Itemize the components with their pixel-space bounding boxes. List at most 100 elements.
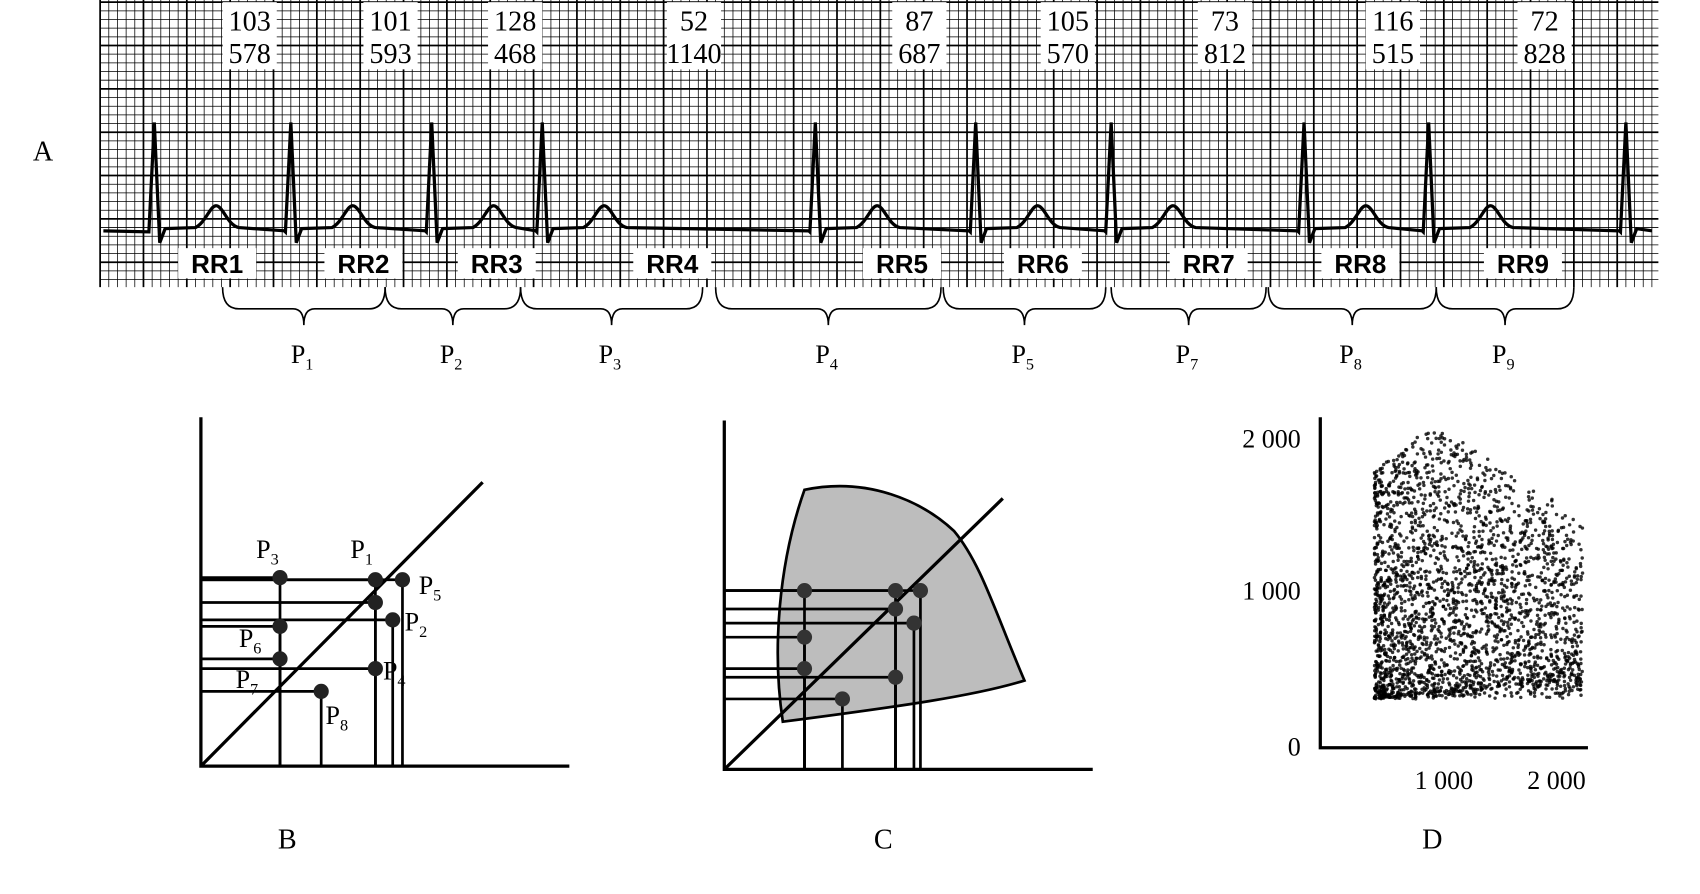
scatter-dot (1488, 613, 1493, 617)
scatter-dot (1464, 677, 1469, 681)
scatter-dot (1533, 528, 1538, 532)
scatter-dot (1533, 646, 1537, 650)
scatter-dot (1408, 585, 1412, 589)
scatter-dot (1532, 694, 1537, 698)
scatter-dot (1418, 520, 1422, 524)
scatter-dot (1377, 654, 1381, 659)
point-label: P6 (239, 624, 262, 658)
scatter-dot (1430, 605, 1434, 610)
scatter-dot (1543, 632, 1548, 637)
scatter-dot (1387, 659, 1392, 663)
scatter-dot (1378, 478, 1382, 482)
scatter-dot (1391, 479, 1396, 483)
scatter-dot (1503, 471, 1507, 475)
scatter-dot (1564, 576, 1569, 580)
scatter-dot (1563, 513, 1567, 518)
scatter-dot (1396, 465, 1401, 469)
scatter-dot (1494, 599, 1499, 604)
scatter-dot (1574, 649, 1578, 653)
scatter-dot (1579, 626, 1583, 630)
scatter-dot (1577, 667, 1582, 672)
scatter-dot (1403, 487, 1407, 491)
scatter-dot (1447, 459, 1451, 464)
scatter-dot (1555, 588, 1560, 593)
scatter-dot (1484, 647, 1488, 651)
scatter-dot (1409, 556, 1413, 561)
scatter-dot (1464, 599, 1469, 603)
scatter-dot (1509, 622, 1513, 627)
scatter-dot (1482, 611, 1486, 616)
scatter-dot (1423, 493, 1427, 498)
scatter-dot (1452, 570, 1456, 574)
scatter-dot (1550, 533, 1555, 538)
scatter-dot (1551, 555, 1555, 560)
scatter-dot (1433, 673, 1438, 678)
scatter-dot (1574, 567, 1578, 571)
scatter-dot (1397, 546, 1402, 550)
point (796, 582, 813, 599)
scatter-dot (1457, 689, 1462, 694)
scatter-dot (1549, 663, 1554, 667)
scatter-dot (1579, 547, 1583, 552)
scatter-dot (1413, 662, 1418, 666)
scatter-dot (1558, 684, 1563, 689)
scatter-dot (1394, 659, 1398, 664)
point (272, 651, 288, 667)
scatter-dot (1374, 474, 1378, 479)
scatter-dot (1415, 673, 1419, 678)
scatter-dot (1373, 611, 1378, 615)
scatter-dot (1492, 543, 1496, 548)
scatter-dot (1386, 564, 1390, 569)
scatter-dot (1500, 613, 1504, 617)
scatter-dot (1499, 604, 1503, 609)
scatter-dot (1513, 616, 1517, 620)
scatter-dot (1486, 565, 1490, 570)
scatter-dot (1520, 684, 1525, 689)
scatter-dot (1535, 607, 1540, 612)
scatter-dot (1544, 635, 1548, 639)
scatter-dot (1445, 495, 1449, 500)
scatter-dot (1461, 534, 1465, 538)
scatter-dot (1457, 618, 1461, 623)
rr-interval: 812 (1204, 39, 1246, 70)
scatter-dot (1523, 544, 1527, 549)
scatter-dot (1425, 436, 1430, 441)
scatter-dot (1377, 517, 1382, 522)
scatter-dot (1385, 506, 1390, 511)
scatter-dot (1527, 659, 1531, 664)
scatter-dot (1385, 694, 1390, 698)
scatter-dot (1570, 640, 1574, 645)
scatter-dot (1467, 583, 1471, 587)
x-tick-label: 2 000 (1527, 766, 1586, 795)
scatter-dot (1526, 591, 1531, 596)
scatter-dot (1500, 588, 1505, 592)
scatter-dot (1436, 673, 1440, 678)
scatter-dot (1555, 654, 1559, 659)
scatter-dot (1445, 581, 1450, 586)
scatter-dot (1538, 575, 1542, 579)
scatter-dot (1486, 670, 1491, 674)
scatter-dot (1470, 556, 1474, 560)
scatter-dot (1504, 687, 1508, 691)
scatter-dot (1500, 577, 1504, 582)
scatter-dot (1558, 670, 1562, 675)
scatter-dot (1445, 663, 1449, 667)
scatter-dot (1418, 691, 1422, 695)
scatter-dot (1517, 668, 1521, 672)
scatter-dot (1401, 680, 1406, 684)
scatter-dot (1510, 615, 1515, 620)
scatter-dot (1500, 673, 1505, 678)
scatter-dot (1428, 452, 1433, 456)
scatter-dot (1456, 531, 1460, 535)
scatter-dot (1383, 628, 1387, 632)
scatter-dot (1549, 674, 1553, 679)
scatter-dot (1373, 559, 1378, 564)
scatter-dot (1543, 613, 1547, 618)
scatter-dot (1379, 599, 1383, 604)
scatter-dot (1539, 642, 1543, 647)
point (367, 661, 383, 677)
scatter-dot (1445, 587, 1450, 592)
scatter-dot (1386, 594, 1391, 598)
scatter-dot (1442, 553, 1447, 558)
scatter-dot (1507, 685, 1512, 689)
